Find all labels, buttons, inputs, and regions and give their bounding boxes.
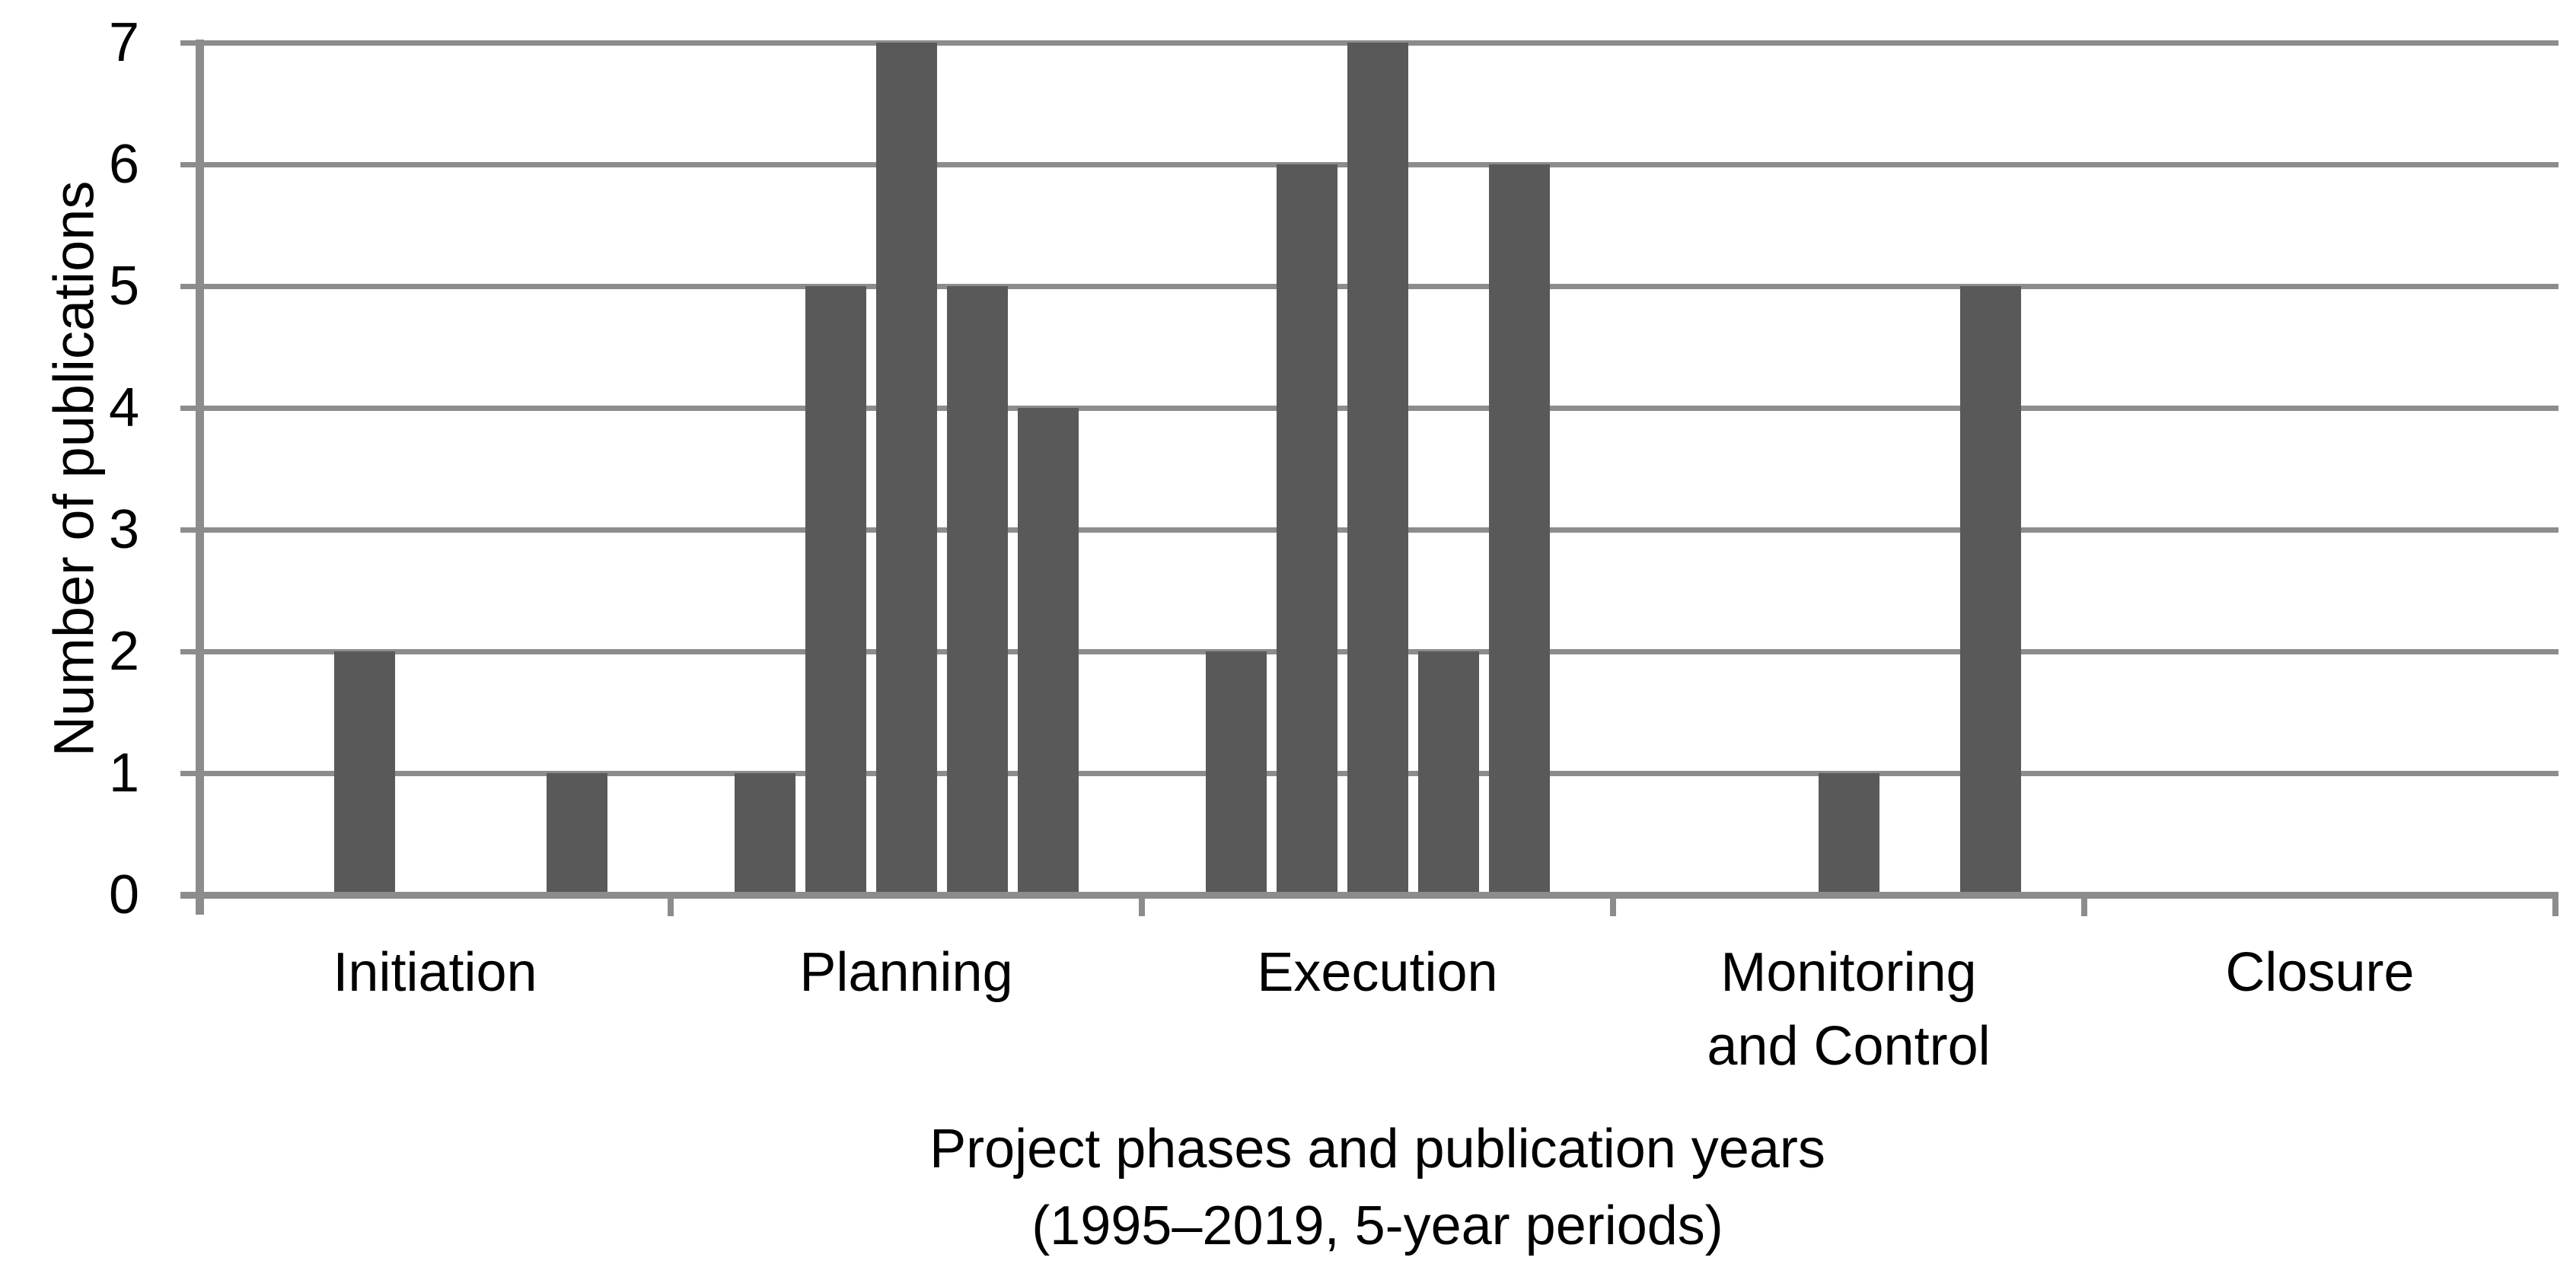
y-tick-label-5: 5 [108,256,139,317]
x-category-label-execution: Execution [1142,936,1613,1010]
x-axis-line [180,892,2558,899]
x-axis-tick-5 [2552,895,2558,916]
bar-execution-2000-2004 [1276,164,1337,895]
x-category-label-planning-line-1: Planning [799,942,1013,1003]
x-axis-title-line-1: Project phases and publication years [929,1119,1825,1179]
x-category-label-closure: Closure [2084,936,2555,1010]
x-category-label-monitoring-and-control-line-1: Monitoring [1720,942,1977,1003]
bar-execution-2015-2019 [1488,164,1550,895]
y-axis-line [196,40,204,915]
x-category-label-monitoring-and-control: Monitoring and Control [1613,936,2084,1084]
bar-monitoring-and-control-2015-2019 [1959,286,2021,895]
x-category-label-initiation-line-1: Initiation [333,942,537,1003]
bar-execution-2010-2014 [1417,651,1479,895]
x-category-label-initiation: Initiation [199,936,671,1010]
y-tick-label-0: 0 [108,864,139,925]
bar-initiation-2000-2004 [333,651,395,895]
y-tick-label-7: 7 [108,12,139,73]
bar-planning-2010-2014 [946,286,1008,895]
x-axis-tick-3 [1610,895,1616,916]
x-axis-title: Project phases and publication years (19… [199,1111,2555,1265]
bar-execution-2005-2009 [1347,43,1408,895]
x-axis-title-line-2: (1995–2019, 5-year periods) [1031,1195,1723,1256]
y-tick-label-1: 1 [108,743,139,804]
bar-planning-2015-2019 [1017,408,1079,895]
x-category-label-closure-line-1: Closure [2225,942,2415,1003]
x-axis-tick-4 [2081,895,2087,916]
y-tick-label-3: 3 [108,499,139,560]
x-category-label-planning: Planning [671,936,1142,1010]
x-axis-tick-2 [1139,895,1145,916]
y-tick-label-4: 4 [108,377,139,438]
x-category-label-monitoring-and-control-line-2: and Control [1707,1016,1991,1077]
y-tick-label-2: 2 [108,621,139,682]
bar-monitoring-and-control-2005-2009 [1818,773,1879,895]
x-axis-tick-1 [668,895,674,916]
bar-execution-1995-1999 [1205,651,1267,895]
y-tick-label-6: 6 [108,134,139,195]
x-category-label-execution-line-1: Execution [1257,942,1498,1003]
bar-initiation-2015-2019 [546,773,607,895]
bar-planning-2000-2004 [805,286,866,895]
bar-planning-2005-2009 [875,43,937,895]
bar-planning-1995-1999 [734,773,795,895]
